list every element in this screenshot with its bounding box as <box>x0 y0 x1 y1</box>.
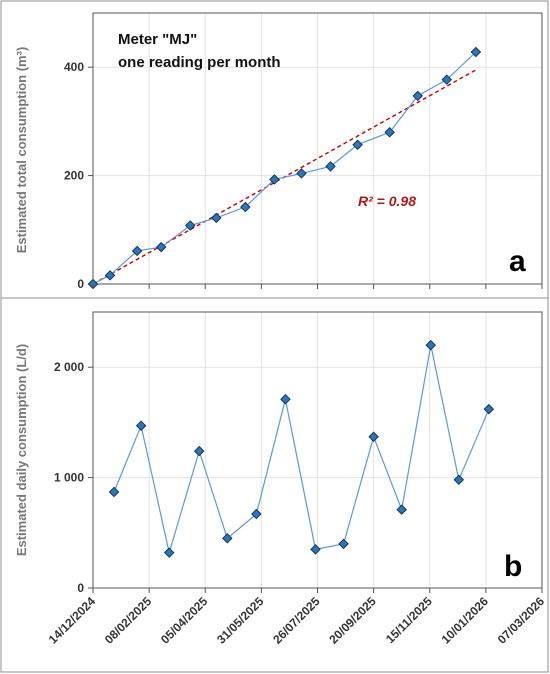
x-axis-ticks: 14/12/2024 08/02/2025 05/04/2025 31/05/2025… <box>46 284 548 647</box>
x-tick-label: 07/03/2026 <box>495 594 548 647</box>
data-point <box>338 538 349 550</box>
data-point <box>296 168 307 179</box>
panel-a-label: a <box>509 245 526 278</box>
data-point <box>269 174 280 185</box>
panel-b-y-ticks: 0 1 000 2 000 <box>54 360 93 595</box>
y-tick-label: 0 <box>77 277 84 291</box>
data-point <box>396 504 407 515</box>
x-tick-label: 10/01/2026 <box>439 594 492 647</box>
data-point <box>184 220 196 231</box>
data-point <box>425 339 436 351</box>
y-tick-label: 1 000 <box>54 471 84 485</box>
r-squared-label: R² = 0.98 <box>358 193 416 209</box>
data-point <box>240 201 251 213</box>
data-point <box>251 508 262 520</box>
annotation-meter-name: Meter "MJ" <box>118 31 197 48</box>
panel-a-series-layer <box>87 46 482 290</box>
data-point <box>280 393 291 405</box>
panel-b-grid <box>93 312 542 588</box>
x-tick-label: 26/07/2025 <box>270 594 323 647</box>
data-point <box>108 486 120 498</box>
data-point <box>384 127 395 138</box>
data-point <box>325 161 336 172</box>
data-point <box>131 245 143 257</box>
x-tick-label: 14/12/2024 <box>46 594 99 647</box>
data-point <box>211 212 222 224</box>
panel-a-frame <box>0 0 549 299</box>
data-point <box>155 241 167 253</box>
data-point <box>368 431 379 442</box>
data-point <box>135 420 147 431</box>
x-tick-label: 20/09/2025 <box>326 594 379 647</box>
panel-b-y-axis-label: Estimated daily consumption (L/d) <box>14 344 29 556</box>
annotation-reading-frequency: one reading per month <box>118 54 281 71</box>
panel-b-frame <box>0 297 549 673</box>
x-tick-label: 05/04/2025 <box>158 594 211 647</box>
panel-a-y-axis-label: Estimated total consumption (m³) <box>14 47 29 254</box>
y-tick-label: 200 <box>64 169 84 183</box>
panel-b-label: b <box>504 550 522 583</box>
data-point <box>194 445 205 457</box>
data-point <box>470 46 482 58</box>
x-tick-label: 31/05/2025 <box>214 594 267 647</box>
data-point <box>222 533 233 544</box>
data-point <box>453 474 465 486</box>
y-tick-label: 0 <box>77 581 84 595</box>
y-tick-label: 2 000 <box>54 360 84 374</box>
panel-a-y-ticks: 0 200 400 <box>64 60 93 291</box>
data-point <box>163 547 175 558</box>
data-point <box>441 74 453 85</box>
data-point <box>310 544 321 555</box>
series-line <box>92 51 477 285</box>
data-point <box>352 139 363 150</box>
series-line <box>113 344 490 553</box>
data-point <box>104 270 116 281</box>
y-tick-label: 400 <box>64 60 84 74</box>
data-point <box>412 90 423 102</box>
x-tick-label: 08/02/2025 <box>102 594 155 647</box>
panel-a-grid <box>93 13 542 284</box>
panel-b-series-layer <box>108 339 495 558</box>
data-point <box>483 403 495 415</box>
x-tick-label: 15/11/2025 <box>383 594 435 646</box>
